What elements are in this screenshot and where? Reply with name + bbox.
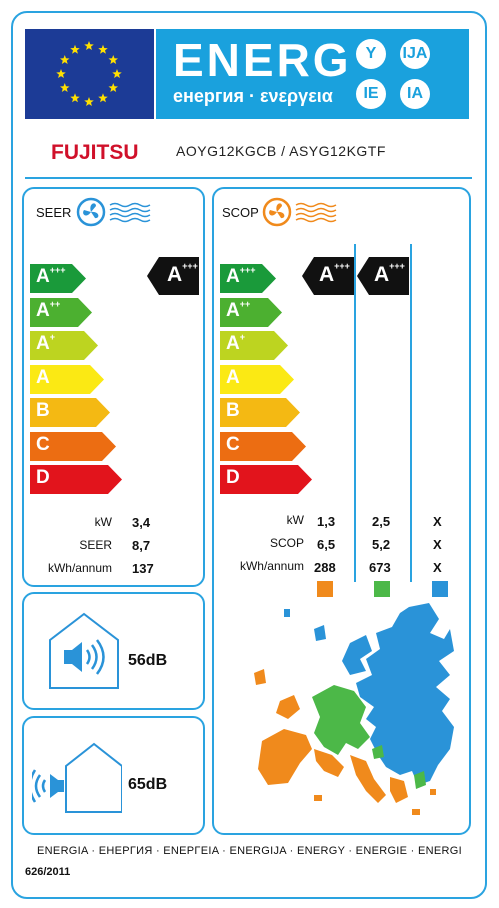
- eu-star: [56, 69, 66, 79]
- heating-rating-arrow: [302, 257, 354, 295]
- efficiency-class-bar: A+: [220, 331, 288, 360]
- efficiency-class-label: D: [36, 467, 50, 488]
- metric-value: 8,7: [132, 538, 151, 553]
- eu-star: [112, 69, 122, 79]
- metric-value: 673: [369, 560, 391, 575]
- outdoor-sound-value: 65dB: [128, 776, 168, 793]
- eu-stars-icon: [56, 41, 122, 107]
- efficiency-class-label: A++: [226, 298, 251, 321]
- indoor-sound-panel: 56dB: [22, 592, 205, 710]
- zone-divider: [410, 244, 412, 582]
- language-suffix: IE: [356, 79, 386, 109]
- metric-value: 1,3: [317, 514, 336, 529]
- efficiency-class-bar: C: [30, 431, 116, 461]
- cooling-rating-label: A+++: [167, 261, 198, 286]
- model-names: AOYG12KGCB / ASYG12KGTF: [176, 143, 386, 159]
- efficiency-class-bar: A+++: [220, 264, 276, 293]
- indoor-sound-value: 56dB: [128, 652, 168, 669]
- language-suffix: IA: [400, 79, 430, 109]
- metric-value: 5,2: [372, 537, 391, 552]
- efficiency-class-bar: B: [30, 398, 110, 427]
- metric-value: 3,4: [132, 515, 151, 530]
- eu-star: [70, 93, 80, 103]
- heating-title: SCOP: [222, 205, 259, 220]
- efficiency-class-bar: D: [220, 465, 312, 494]
- metric-value: 6,5: [317, 537, 336, 552]
- cooling-rating-arrow: [147, 257, 199, 295]
- heating-rating-arrow: [357, 257, 409, 295]
- footer-languages: ENERGIA · ЕНЕРГИЯ · ΕΝΕΡΓΕΙΑ · ENERGIJA …: [37, 845, 462, 857]
- efficiency-class-label: C: [226, 433, 240, 455]
- efficiency-class-label: D: [226, 467, 240, 488]
- efficiency-class-label: A+++: [36, 265, 66, 287]
- metric-value: 288: [314, 560, 336, 575]
- efficiency-class-label: B: [226, 400, 240, 421]
- efficiency-class-label: A+++: [226, 265, 256, 287]
- language-suffix: IJA: [400, 39, 430, 69]
- outdoor-sound-panel: 65dB: [22, 716, 205, 835]
- metric-label: kWh/annum: [239, 559, 304, 573]
- metric-label: kWh/annum: [47, 561, 112, 575]
- metric-label: kW: [286, 513, 304, 527]
- speaker-house-icon: [49, 612, 119, 689]
- efficiency-class-bar: A+++: [30, 264, 86, 293]
- efficiency-class-label: A+: [36, 332, 55, 354]
- efficiency-class-label: A: [36, 366, 50, 388]
- eu-star: [60, 83, 70, 93]
- efficiency-class-bar: A: [30, 364, 104, 394]
- metric-label: kW: [94, 515, 112, 529]
- metric-label: SCOP: [269, 536, 304, 550]
- language-suffix: Y: [356, 39, 386, 69]
- heating-panel: SCOP A+++ A++ A+ A B C D A+++ A+++ kW SCOP kWh…: [212, 187, 471, 835]
- efficiency-class-bar: B: [220, 398, 300, 427]
- fan-icon: [76, 197, 151, 227]
- eu-star: [98, 93, 108, 103]
- zone-color-average: [374, 581, 390, 597]
- efficiency-class-bar: A: [220, 364, 294, 394]
- banner-title: ENERG: [173, 34, 352, 86]
- eu-star: [84, 97, 94, 107]
- energy-banner: ENERG енергия · ενεργεια Y IJA IE IA: [156, 29, 469, 119]
- eu-star: [60, 55, 70, 65]
- eu-star: [70, 44, 80, 54]
- efficiency-class-bar: C: [220, 431, 306, 461]
- regulation-number: 626/2011: [25, 866, 71, 878]
- efficiency-class-bar: A+: [30, 331, 98, 360]
- efficiency-class-bar: A++: [30, 297, 92, 327]
- metric-value: X: [433, 560, 442, 575]
- fan-icon: [262, 197, 337, 227]
- heating-rating-label: A+++: [374, 261, 405, 286]
- zone-color-cold: [432, 581, 448, 597]
- brand-logo: FUJITSU: [51, 141, 139, 164]
- cooling-panel: SEER A+++ A++ A+ A B C D A+++ kW 3,4 SEER 8,7 …: [22, 187, 205, 587]
- header-divider: [25, 177, 472, 179]
- efficiency-class-label: A: [226, 366, 240, 388]
- eu-star: [98, 44, 108, 54]
- metric-value: 137: [132, 561, 154, 576]
- efficiency-class-label: A+: [226, 332, 245, 354]
- europe-climate-map: [254, 603, 454, 815]
- eu-star: [108, 83, 118, 93]
- zone-color-warm: [317, 581, 333, 597]
- eu-star: [108, 55, 118, 65]
- heating-rating-label: A+++: [319, 261, 350, 286]
- speaker-outside-house-icon: [32, 742, 122, 813]
- efficiency-class-bar: D: [30, 465, 122, 494]
- metric-label: SEER: [79, 538, 112, 552]
- efficiency-class-label: C: [36, 433, 50, 455]
- metric-value: 2,5: [372, 514, 391, 529]
- efficiency-class-label: A++: [36, 298, 61, 321]
- eu-flag: [25, 29, 154, 119]
- efficiency-class-bar: A++: [220, 297, 282, 327]
- zone-divider: [354, 244, 356, 582]
- efficiency-class-label: B: [36, 400, 50, 421]
- metric-value: X: [433, 537, 442, 552]
- banner-subtitle: енергия · ενεργεια: [173, 86, 333, 106]
- metric-value: X: [433, 514, 442, 529]
- cooling-title: SEER: [36, 205, 72, 220]
- eu-star: [84, 41, 94, 51]
